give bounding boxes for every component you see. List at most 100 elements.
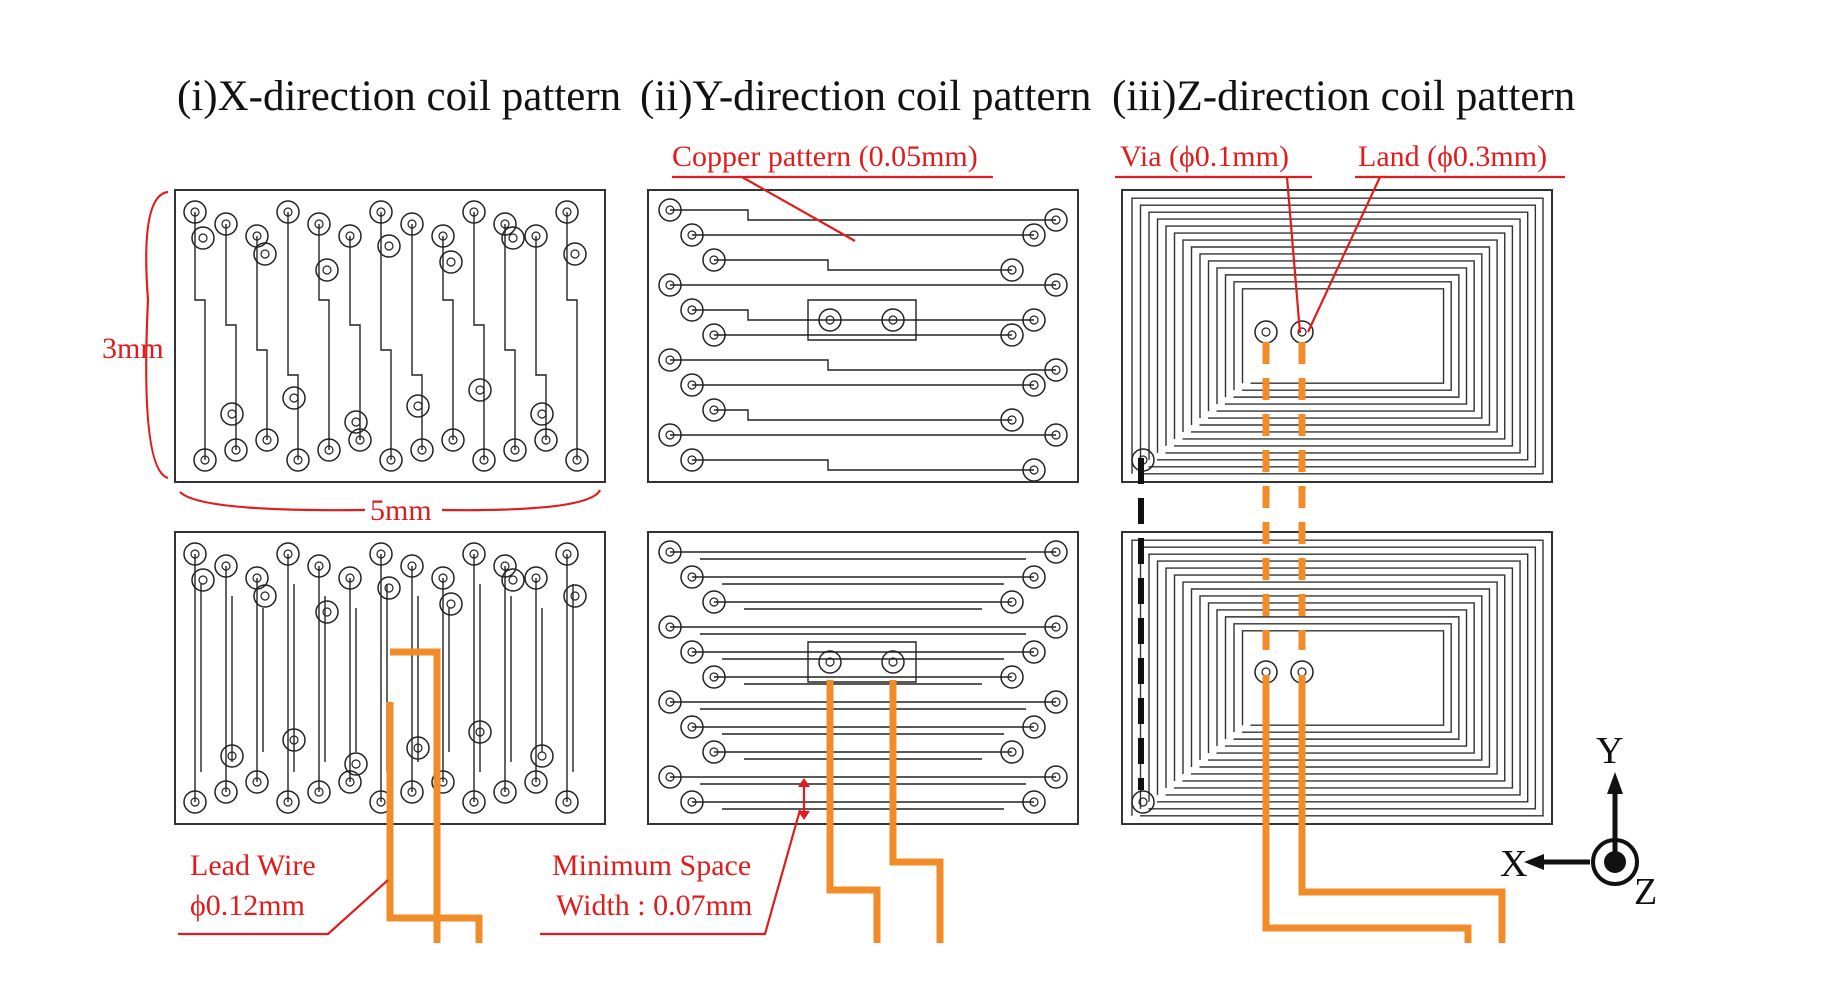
via-hole bbox=[322, 607, 332, 617]
via-hole bbox=[1029, 465, 1039, 475]
via-hole bbox=[384, 241, 394, 251]
y-coil-via bbox=[658, 198, 682, 222]
via-hole bbox=[345, 231, 355, 241]
y-coil-via bbox=[680, 373, 704, 397]
x-coil-via bbox=[338, 566, 362, 590]
via-hole bbox=[314, 561, 324, 571]
y-coil-center-via bbox=[818, 650, 842, 674]
x-coil-trace bbox=[194, 212, 206, 460]
y-coil-via bbox=[1022, 223, 1046, 247]
via-hole bbox=[475, 727, 485, 737]
via-hole bbox=[438, 573, 448, 583]
via-hole bbox=[351, 759, 361, 769]
z-coil-turn bbox=[1233, 281, 1452, 391]
via-hole bbox=[709, 597, 719, 607]
via-hole bbox=[570, 249, 580, 259]
x-coil-via bbox=[315, 600, 339, 624]
via-hole bbox=[531, 231, 541, 241]
x-coil-via bbox=[214, 212, 238, 236]
x-coil-via bbox=[377, 576, 401, 600]
copper-pattern-leader bbox=[741, 176, 856, 242]
x-coil-via bbox=[400, 554, 424, 578]
width-dimension-brace bbox=[179, 489, 602, 512]
y-coil-via bbox=[1000, 740, 1024, 764]
x-coil-via bbox=[377, 234, 401, 258]
y-coil-via bbox=[658, 690, 682, 714]
y-coil-via bbox=[1022, 565, 1046, 589]
x-coil-via bbox=[224, 438, 248, 462]
x-coil-via bbox=[493, 554, 517, 578]
x-coil-via bbox=[462, 542, 486, 566]
y-coil-via bbox=[658, 348, 682, 372]
via-hole bbox=[709, 330, 719, 340]
via-hole bbox=[1007, 265, 1017, 275]
via-hole bbox=[570, 591, 580, 601]
via-hole bbox=[289, 735, 299, 745]
via-hole bbox=[1029, 230, 1039, 240]
via-hole bbox=[469, 549, 479, 559]
y-coil-via bbox=[1044, 358, 1068, 382]
y-coil-center-via bbox=[881, 650, 905, 674]
via-hole bbox=[500, 219, 510, 229]
y-coil-traces-top bbox=[658, 198, 1068, 482]
y-coil-via bbox=[1044, 208, 1068, 232]
x-coil-via bbox=[530, 402, 554, 426]
via-hole bbox=[283, 797, 293, 807]
via-hole bbox=[190, 549, 200, 559]
z-lead-wire-a bbox=[1262, 675, 1472, 943]
via-hole bbox=[1007, 672, 1017, 682]
via-hole bbox=[825, 315, 835, 325]
height-dimension-label: 3mm bbox=[102, 332, 164, 365]
x-coil-via bbox=[468, 720, 492, 744]
y-coil-via bbox=[702, 590, 726, 614]
z-coil-turn bbox=[1190, 588, 1491, 768]
x-coil-via bbox=[524, 224, 548, 248]
z-coil-turn bbox=[1148, 211, 1529, 461]
via-hole bbox=[413, 743, 423, 753]
y-coil-board-bottom bbox=[647, 531, 1079, 825]
z-coil-turn bbox=[1131, 197, 1544, 475]
y-coil-via bbox=[680, 565, 704, 589]
y-coil-via bbox=[1044, 690, 1068, 714]
via-hole bbox=[1029, 572, 1039, 582]
via-hole bbox=[1029, 797, 1039, 807]
y-coil-traces-bottom bbox=[658, 540, 1068, 814]
x-coil-via bbox=[468, 378, 492, 402]
x-coil-via bbox=[439, 592, 463, 616]
x-coil-trace bbox=[225, 224, 237, 450]
x-coil-via bbox=[253, 584, 277, 608]
x-coil-via bbox=[214, 554, 238, 578]
y-coil-via bbox=[658, 615, 682, 639]
minimum-space-leader bbox=[540, 809, 802, 936]
z-coil-turn bbox=[1216, 267, 1468, 405]
via-hole bbox=[355, 435, 365, 445]
via-hole bbox=[407, 219, 417, 229]
via-hole bbox=[260, 249, 270, 259]
x-coil-via bbox=[183, 200, 207, 224]
x-coil-via bbox=[276, 790, 300, 814]
via-hole bbox=[510, 445, 520, 455]
via-hole bbox=[283, 207, 293, 217]
y-coil-via bbox=[1044, 273, 1068, 297]
x-coil-via bbox=[315, 258, 339, 282]
via-hole bbox=[1297, 327, 1307, 337]
y-coil-via bbox=[1044, 765, 1068, 789]
x-coil-trace bbox=[535, 236, 547, 440]
via-hole bbox=[888, 315, 898, 325]
x-coil-via bbox=[441, 428, 465, 452]
via-label: Via (ϕ0.1mm) bbox=[1120, 140, 1289, 173]
y-lead-wire-b bbox=[889, 680, 944, 943]
z-coil-turn bbox=[1224, 274, 1460, 398]
via-hole bbox=[665, 772, 675, 782]
land-leader bbox=[1307, 176, 1381, 333]
x-coil-via bbox=[344, 752, 368, 776]
x-coil-via bbox=[338, 770, 362, 794]
z-lead-wire-b bbox=[1298, 675, 1506, 943]
x-coil-traces-top bbox=[183, 200, 589, 472]
width-dimension-label: 5mm bbox=[370, 494, 432, 527]
x-coil-via bbox=[183, 790, 207, 814]
via-hole bbox=[1007, 747, 1017, 757]
via-hole bbox=[314, 219, 324, 229]
via-hole bbox=[221, 219, 231, 229]
